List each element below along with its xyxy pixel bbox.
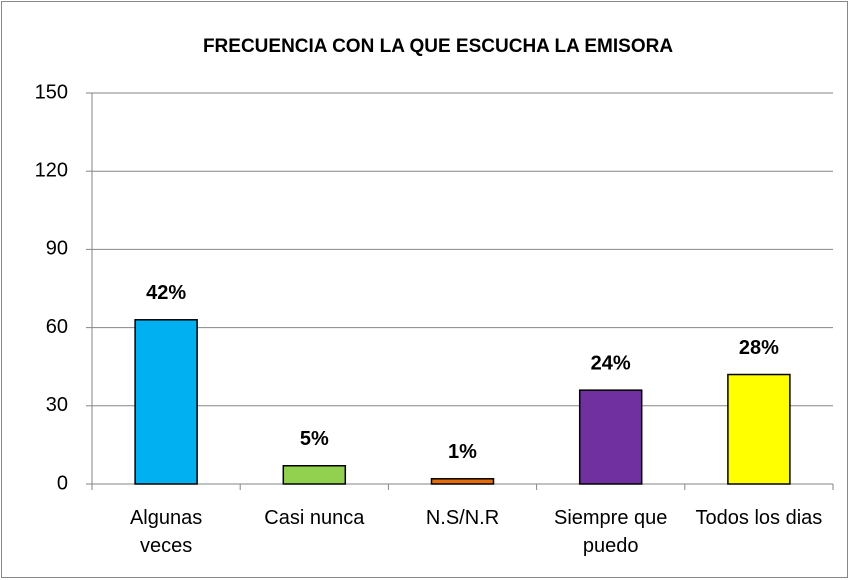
bar xyxy=(282,465,347,485)
data-label: 5% xyxy=(300,428,329,450)
x-tick-label: Siempre que puedo xyxy=(553,507,668,557)
bar xyxy=(134,319,198,485)
y-tick-label: 150 xyxy=(35,81,68,103)
bar xyxy=(727,373,791,485)
data-label: 28% xyxy=(739,337,779,359)
x-tick-label: Algunas veces xyxy=(129,507,203,557)
data-label: 42% xyxy=(146,282,186,304)
x-tick-label: N.S/N.R xyxy=(425,507,500,529)
y-tick-label: 120 xyxy=(35,159,68,181)
y-tick-label: 30 xyxy=(46,394,68,416)
x-tick-label: Todos los dias xyxy=(695,507,823,529)
y-tick-label: 0 xyxy=(57,472,68,494)
y-tick-label: 60 xyxy=(46,316,68,338)
y-tick-label: 90 xyxy=(46,238,68,260)
bar xyxy=(430,478,495,485)
data-label: 1% xyxy=(448,441,477,463)
chart-title: FRECUENCIA CON LA QUE ESCUCHA LA EMISORA xyxy=(203,36,673,57)
data-label: 24% xyxy=(591,352,631,374)
bar xyxy=(578,389,643,485)
x-tick-label: Casi nunca xyxy=(264,507,365,529)
